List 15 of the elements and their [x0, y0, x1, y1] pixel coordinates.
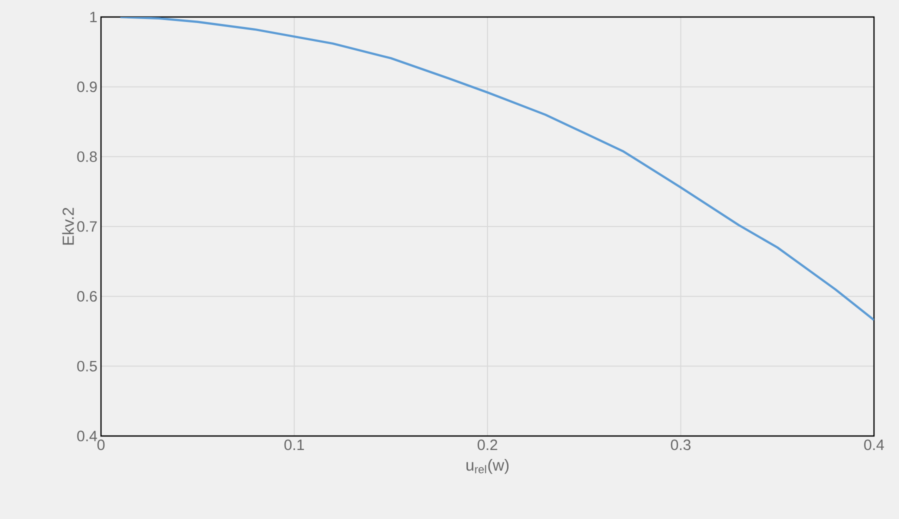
line-series [119, 17, 874, 322]
y-tick-label: 0.4 [77, 430, 98, 442]
y-tick-label: 0.5 [77, 360, 97, 372]
x-tick-label: 0.4 [864, 440, 884, 450]
y-tick-label: 0.9 [77, 82, 97, 92]
x-tick-label: 0.1 [284, 440, 304, 450]
y-tick-label: 0.8 [77, 151, 97, 162]
x-tick-label: 0.2 [478, 440, 498, 450]
y-tick-label: 0.7 [77, 221, 97, 232]
x-tick-label: 0 [97, 440, 105, 450]
x-axis-title: u$_{rel}$(w) [466, 459, 509, 474]
y-tick-label: 1 [90, 12, 97, 22]
y-axis-title: Ekv.2 [62, 208, 74, 245]
y-tick-label: 0.6 [77, 291, 97, 302]
x-tick-label: 0.3 [670, 440, 691, 450]
